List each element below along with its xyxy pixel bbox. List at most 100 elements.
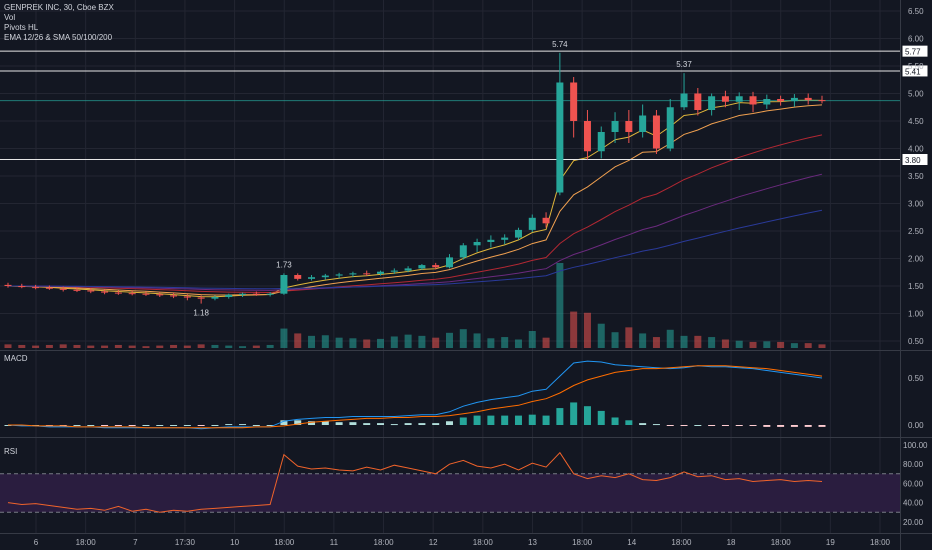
macd-histogram-bar bbox=[611, 417, 619, 425]
candle-body bbox=[377, 271, 385, 274]
macd-histogram-bar bbox=[597, 410, 605, 425]
volume-bar bbox=[790, 343, 798, 348]
volume-bar bbox=[611, 332, 619, 348]
volume-bar bbox=[404, 334, 412, 348]
macd-histogram-bar bbox=[542, 415, 550, 425]
macd-label[interactable]: MACD bbox=[4, 354, 28, 363]
macd-line bbox=[7, 360, 823, 430]
macd-histogram-bar bbox=[101, 425, 109, 426]
price-tick-label: 2.50 bbox=[908, 227, 924, 236]
volume-bar bbox=[390, 336, 398, 348]
macd-histogram-bar bbox=[583, 406, 591, 425]
candle-body bbox=[101, 291, 109, 293]
candle-body bbox=[611, 121, 619, 132]
volume-bar bbox=[680, 335, 688, 348]
volume-bar bbox=[652, 337, 660, 348]
legend-pivots[interactable]: Pivots HL bbox=[4, 23, 39, 32]
volume-bar bbox=[570, 311, 578, 348]
volume-bar bbox=[666, 329, 674, 348]
macd-tick-label: 0.00 bbox=[908, 421, 924, 430]
volume-bar bbox=[625, 327, 633, 348]
volume-bar bbox=[514, 339, 522, 348]
volume-bar bbox=[708, 337, 716, 348]
volume-bar bbox=[280, 328, 288, 348]
candle-body bbox=[225, 294, 233, 297]
candle-body bbox=[708, 96, 716, 110]
time-tick-label: 18:00 bbox=[374, 538, 395, 547]
candle-body bbox=[556, 82, 564, 193]
volume-bar bbox=[749, 341, 757, 348]
candle-body bbox=[363, 273, 371, 275]
signal-line bbox=[8, 365, 823, 429]
macd-histogram-bar bbox=[211, 425, 219, 426]
time-tick-label: 7 bbox=[133, 538, 138, 547]
candle-body bbox=[487, 239, 495, 242]
macd-histogram-bar bbox=[280, 420, 288, 425]
time-tick-label: 18:00 bbox=[473, 538, 494, 547]
macd-histogram-bar bbox=[652, 424, 660, 426]
volume-bar bbox=[818, 344, 826, 348]
volume-bar bbox=[225, 345, 233, 348]
candle-body bbox=[418, 265, 426, 269]
macd-histogram-bar bbox=[777, 425, 785, 427]
macd-histogram-bar bbox=[239, 424, 247, 426]
price-tick-label: 5.50 bbox=[908, 62, 924, 71]
candle-body bbox=[514, 229, 522, 238]
volume-bar bbox=[473, 333, 481, 348]
candle-body bbox=[252, 293, 260, 295]
legend-vol[interactable]: Vol bbox=[4, 13, 16, 22]
macd-histogram-bar bbox=[749, 425, 757, 426]
candle-body bbox=[197, 297, 205, 299]
volume-bar bbox=[432, 337, 440, 348]
macd-histogram-bar bbox=[763, 425, 771, 427]
macd-histogram-bar bbox=[432, 423, 440, 425]
candle-body bbox=[473, 242, 481, 246]
volume-bar bbox=[211, 344, 219, 348]
candle-body bbox=[501, 237, 509, 240]
price-candles bbox=[4, 52, 826, 304]
candle-body bbox=[735, 96, 743, 102]
candle-body bbox=[18, 286, 26, 288]
time-tick-label: 18:00 bbox=[771, 538, 792, 547]
rsi-tick-label: 20.00 bbox=[903, 518, 924, 527]
volume-bar bbox=[114, 344, 122, 348]
pivot-label: 1.18 bbox=[193, 309, 209, 318]
symbol-title[interactable]: GENPREK INC, 30, Cboe BZX bbox=[4, 3, 114, 12]
macd-histogram-bar bbox=[73, 425, 81, 426]
candle-body bbox=[694, 93, 702, 110]
macd-histogram-bar bbox=[459, 417, 467, 425]
candle-body bbox=[280, 275, 288, 294]
macd-histogram-bar bbox=[418, 423, 426, 425]
volume-bar bbox=[542, 337, 550, 348]
volume-bar bbox=[639, 333, 647, 348]
sma200-line bbox=[8, 209, 823, 290]
macd-histogram-bar bbox=[377, 423, 385, 425]
pivot-label: 5.37 bbox=[676, 60, 692, 69]
candle-body bbox=[749, 96, 757, 105]
macd-histogram-bar bbox=[639, 423, 647, 425]
volume-bars bbox=[4, 263, 826, 348]
macd-histogram-bar bbox=[294, 420, 302, 425]
macd-histogram-bar bbox=[694, 425, 702, 426]
candle-body bbox=[142, 293, 150, 295]
candle-body bbox=[87, 290, 95, 292]
legend-ema-sma[interactable]: EMA 12/26 & SMA 50/100/200 bbox=[4, 33, 113, 42]
candle-body bbox=[211, 297, 219, 299]
volume-bar bbox=[183, 345, 191, 348]
candle-body bbox=[625, 121, 633, 132]
macd-histogram-bar bbox=[625, 420, 633, 425]
pivot-label: 1.73 bbox=[276, 260, 292, 269]
macd-histogram-bar bbox=[680, 425, 688, 426]
macd-histogram-bar bbox=[87, 425, 95, 426]
rsi-line bbox=[7, 451, 823, 513]
volume-bar bbox=[694, 335, 702, 348]
rsi-label[interactable]: RSI bbox=[4, 447, 18, 456]
candle-body bbox=[432, 265, 440, 268]
time-tick-label: 6 bbox=[34, 538, 39, 547]
candle-body bbox=[390, 270, 398, 272]
macd-histogram-bar bbox=[666, 425, 674, 426]
candle-body bbox=[183, 296, 191, 298]
candle-body bbox=[639, 115, 647, 132]
